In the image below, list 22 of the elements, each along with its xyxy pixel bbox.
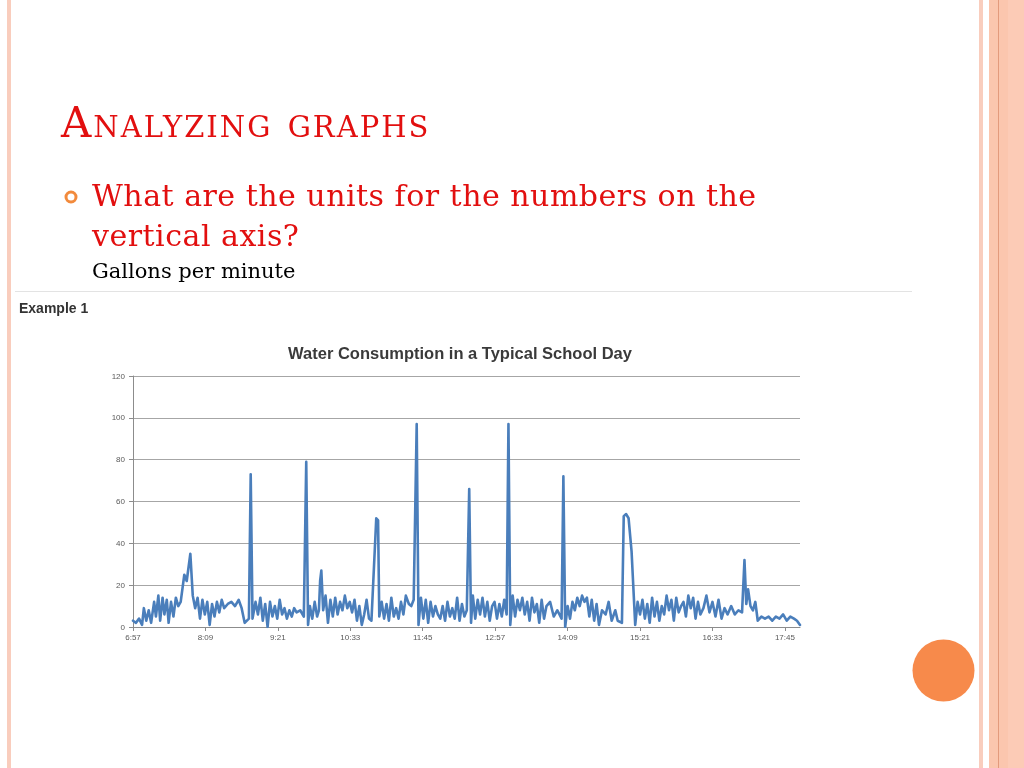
x-tick-label: 14:09: [557, 632, 579, 642]
y-tick-label: 120: [111, 371, 126, 381]
x-tick-label: 12:57: [485, 632, 506, 642]
x-tick-label: 10:33: [340, 632, 361, 642]
y-tick-label: 20: [116, 580, 126, 590]
x-tick-label: 17:45: [774, 632, 796, 642]
x-tick-label: 11:45: [413, 632, 433, 642]
y-tick-label: 80: [116, 455, 126, 465]
text: Analyzing graphs: [61, 98, 431, 147]
text: Example 1: [19, 300, 89, 316]
x-tick-label: 9:21: [270, 632, 287, 642]
x-tick-label: 6:57: [125, 632, 142, 642]
chart-title: Water Consumption in a Typical School Day: [288, 343, 633, 362]
x-tick-label: 16:33: [702, 632, 724, 642]
y-tick-label: 100: [111, 413, 126, 423]
y-tick-label: 40: [116, 538, 126, 548]
text: Gallons per minute: [92, 259, 296, 283]
y-tick-label: 0: [120, 622, 126, 632]
x-tick-label: 8:09: [197, 632, 214, 642]
x-tick-label: 15:21: [630, 632, 651, 642]
y-tick-label: 60: [116, 497, 126, 506]
text: What are the units for the numbers on the vertical axis?: [92, 177, 758, 255]
